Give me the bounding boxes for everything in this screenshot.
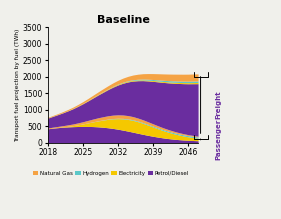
Title: Baseline: Baseline: [96, 15, 149, 25]
Text: Freight: Freight: [216, 91, 222, 119]
Legend: Natural Gas, Hydrogen, Electricity, Petrol/Diesel: Natural Gas, Hydrogen, Electricity, Petr…: [31, 169, 191, 178]
Text: Passenger: Passenger: [216, 119, 222, 160]
Y-axis label: Transport fuel projection by fuel (TWh): Transport fuel projection by fuel (TWh): [15, 28, 20, 142]
